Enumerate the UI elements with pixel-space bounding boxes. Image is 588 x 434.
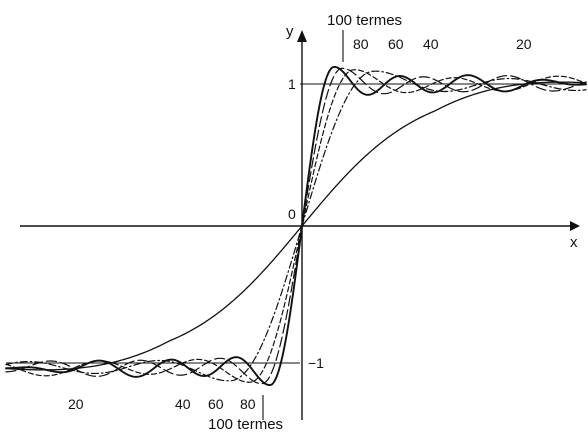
top-100-terms-label: 100 termes [327,12,402,29]
curve-80-terms [5,67,587,385]
origin-label: 0 [288,206,296,222]
top-80-label: 80 [353,36,369,52]
top-40-label: 40 [423,36,439,52]
y-tick-minus-one: −1 [308,355,324,371]
y-axis-label: y [286,23,294,40]
curve-20-terms [5,81,587,371]
approximation-curves [5,66,587,386]
x-axis-label: x [570,234,578,251]
bottom-20-label: 20 [68,396,84,412]
bottom-60-label: 60 [208,396,224,412]
top-60-label: 60 [388,36,404,52]
top-20-label: 20 [516,36,532,52]
y-tick-plus-one: 1 [288,76,296,92]
y-axis-arrowhead [297,30,307,42]
bottom-100-terms-label: 100 termes [208,416,283,433]
bottom-40-label: 40 [175,396,191,412]
curve-100-terms [5,66,587,386]
bottom-80-label: 80 [240,396,256,412]
x-axis-arrowhead [570,221,580,231]
